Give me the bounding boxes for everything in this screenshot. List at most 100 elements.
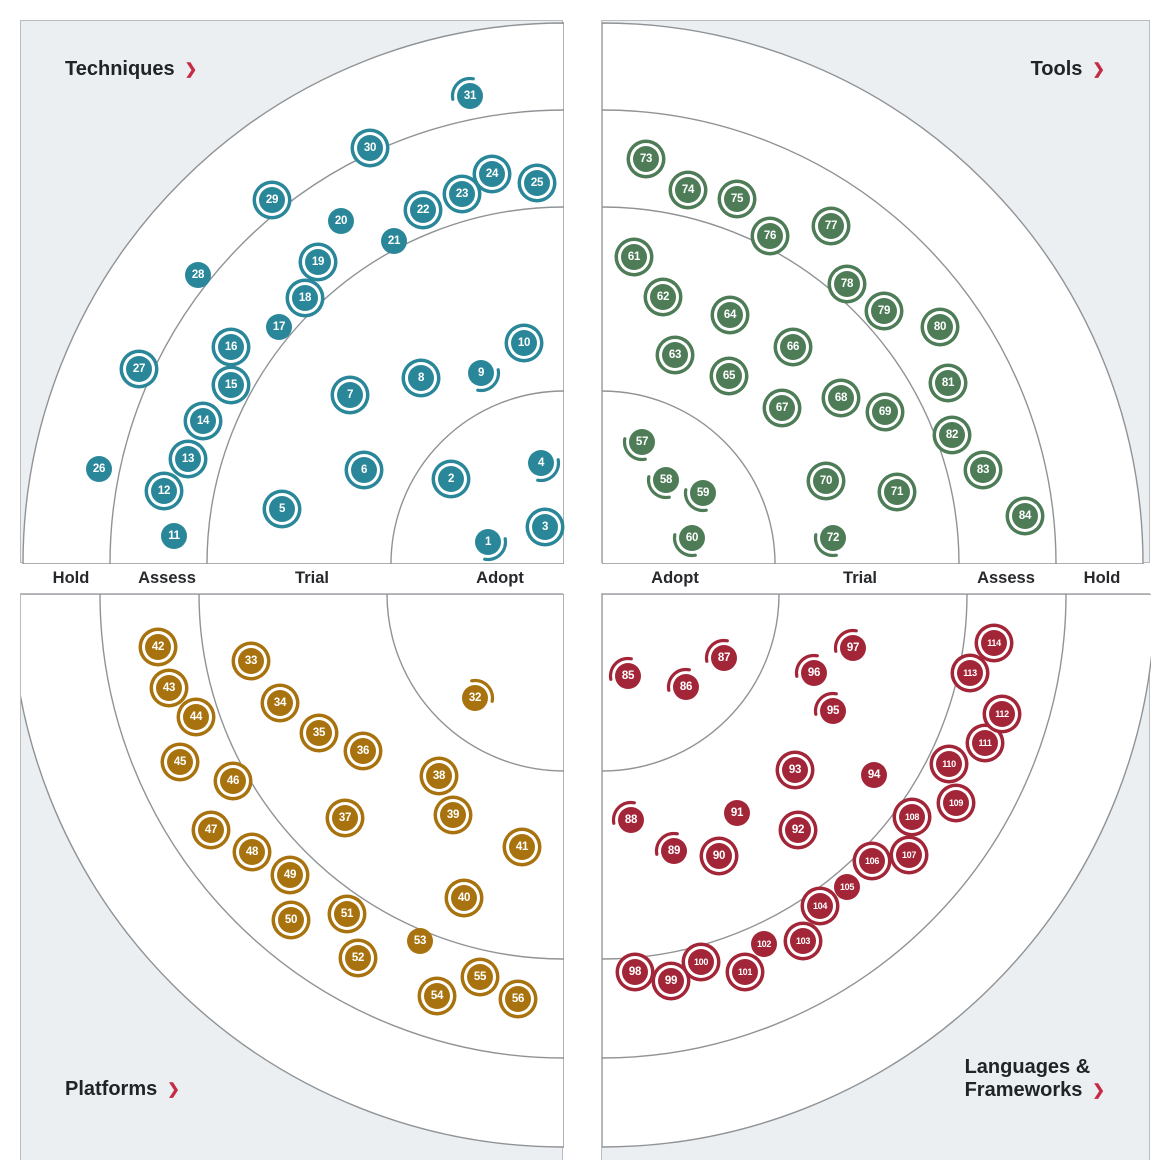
- blip-81[interactable]: 81: [935, 370, 961, 396]
- blip-23[interactable]: 23: [449, 181, 475, 207]
- blip-42[interactable]: 42: [145, 634, 171, 660]
- blip-67[interactable]: 67: [769, 395, 795, 421]
- blip-31[interactable]: 31: [457, 83, 483, 109]
- blip-60[interactable]: 60: [679, 525, 705, 551]
- blip-114[interactable]: 114: [981, 630, 1007, 656]
- blip-10[interactable]: 10: [511, 330, 537, 356]
- blip-47[interactable]: 47: [198, 817, 224, 843]
- blip-84[interactable]: 84: [1012, 503, 1038, 529]
- blip-22[interactable]: 22: [410, 197, 436, 223]
- blip-75[interactable]: 75: [724, 186, 750, 212]
- quadrant-title-platforms[interactable]: Platforms ❯: [65, 1078, 180, 1102]
- blip-39[interactable]: 39: [440, 802, 466, 828]
- blip-19[interactable]: 19: [305, 249, 331, 275]
- blip-77[interactable]: 77: [818, 213, 844, 239]
- blip-7[interactable]: 7: [337, 382, 363, 408]
- blip-105[interactable]: 105: [834, 874, 860, 900]
- blip-79[interactable]: 79: [871, 298, 897, 324]
- blip-63[interactable]: 63: [662, 342, 688, 368]
- blip-62[interactable]: 62: [650, 284, 676, 310]
- blip-71[interactable]: 71: [884, 479, 910, 505]
- blip-80[interactable]: 80: [927, 314, 953, 340]
- blip-107[interactable]: 107: [896, 842, 922, 868]
- blip-41[interactable]: 41: [509, 834, 535, 860]
- blip-85[interactable]: 85: [615, 663, 641, 689]
- blip-64[interactable]: 64: [717, 302, 743, 328]
- blip-113[interactable]: 113: [957, 660, 983, 686]
- blip-36[interactable]: 36: [350, 738, 376, 764]
- blip-95[interactable]: 95: [820, 698, 846, 724]
- blip-98[interactable]: 98: [622, 959, 648, 985]
- quadrant-title-languages-frameworks[interactable]: Languages & Frameworks ❯: [965, 1056, 1105, 1103]
- blip-73[interactable]: 73: [633, 146, 659, 172]
- blip-59[interactable]: 59: [690, 480, 716, 506]
- blip-74[interactable]: 74: [675, 177, 701, 203]
- blip-99[interactable]: 99: [658, 968, 684, 994]
- blip-103[interactable]: 103: [790, 928, 816, 954]
- blip-46[interactable]: 46: [220, 768, 246, 794]
- blip-52[interactable]: 52: [345, 945, 371, 971]
- blip-83[interactable]: 83: [970, 457, 996, 483]
- blip-48[interactable]: 48: [239, 839, 265, 865]
- blip-9[interactable]: 9: [468, 360, 494, 386]
- blip-82[interactable]: 82: [939, 422, 965, 448]
- blip-108[interactable]: 108: [899, 804, 925, 830]
- blip-87[interactable]: 87: [711, 645, 737, 671]
- blip-69[interactable]: 69: [872, 399, 898, 425]
- blip-65[interactable]: 65: [716, 363, 742, 389]
- blip-104[interactable]: 104: [807, 893, 833, 919]
- blip-86[interactable]: 86: [673, 674, 699, 700]
- blip-21[interactable]: 21: [381, 228, 407, 254]
- blip-5[interactable]: 5: [269, 496, 295, 522]
- blip-92[interactable]: 92: [785, 817, 811, 843]
- blip-88[interactable]: 88: [618, 807, 644, 833]
- blip-101[interactable]: 101: [732, 959, 758, 985]
- blip-49[interactable]: 49: [277, 862, 303, 888]
- blip-4[interactable]: 4: [528, 450, 554, 476]
- blip-24[interactable]: 24: [479, 161, 505, 187]
- blip-90[interactable]: 90: [706, 843, 732, 869]
- blip-93[interactable]: 93: [782, 757, 808, 783]
- blip-102[interactable]: 102: [751, 931, 777, 957]
- blip-91[interactable]: 91: [724, 800, 750, 826]
- blip-56[interactable]: 56: [505, 986, 531, 1012]
- blip-54[interactable]: 54: [424, 983, 450, 1009]
- blip-112[interactable]: 112: [989, 701, 1015, 727]
- blip-44[interactable]: 44: [183, 704, 209, 730]
- blip-27[interactable]: 27: [126, 356, 152, 382]
- blip-66[interactable]: 66: [780, 334, 806, 360]
- blip-37[interactable]: 37: [332, 805, 358, 831]
- blip-17[interactable]: 17: [266, 314, 292, 340]
- blip-18[interactable]: 18: [292, 285, 318, 311]
- blip-45[interactable]: 45: [167, 749, 193, 775]
- blip-32[interactable]: 32: [462, 685, 488, 711]
- blip-68[interactable]: 68: [828, 385, 854, 411]
- blip-111[interactable]: 111: [972, 730, 998, 756]
- blip-14[interactable]: 14: [190, 408, 216, 434]
- blip-106[interactable]: 106: [859, 848, 885, 874]
- blip-43[interactable]: 43: [156, 675, 182, 701]
- blip-38[interactable]: 38: [426, 763, 452, 789]
- blip-89[interactable]: 89: [661, 838, 687, 864]
- blip-72[interactable]: 72: [820, 525, 846, 551]
- blip-51[interactable]: 51: [334, 901, 360, 927]
- blip-6[interactable]: 6: [351, 457, 377, 483]
- blip-58[interactable]: 58: [653, 467, 679, 493]
- blip-26[interactable]: 26: [86, 456, 112, 482]
- blip-34[interactable]: 34: [267, 690, 293, 716]
- blip-1[interactable]: 1: [475, 529, 501, 555]
- blip-78[interactable]: 78: [834, 271, 860, 297]
- blip-40[interactable]: 40: [451, 885, 477, 911]
- blip-20[interactable]: 20: [328, 208, 354, 234]
- blip-76[interactable]: 76: [757, 223, 783, 249]
- blip-12[interactable]: 12: [151, 478, 177, 504]
- blip-100[interactable]: 100: [688, 949, 714, 975]
- blip-94[interactable]: 94: [861, 762, 887, 788]
- blip-50[interactable]: 50: [278, 907, 304, 933]
- blip-8[interactable]: 8: [408, 365, 434, 391]
- blip-13[interactable]: 13: [175, 446, 201, 472]
- blip-61[interactable]: 61: [621, 244, 647, 270]
- blip-55[interactable]: 55: [467, 964, 493, 990]
- blip-70[interactable]: 70: [813, 468, 839, 494]
- blip-25[interactable]: 25: [524, 170, 550, 196]
